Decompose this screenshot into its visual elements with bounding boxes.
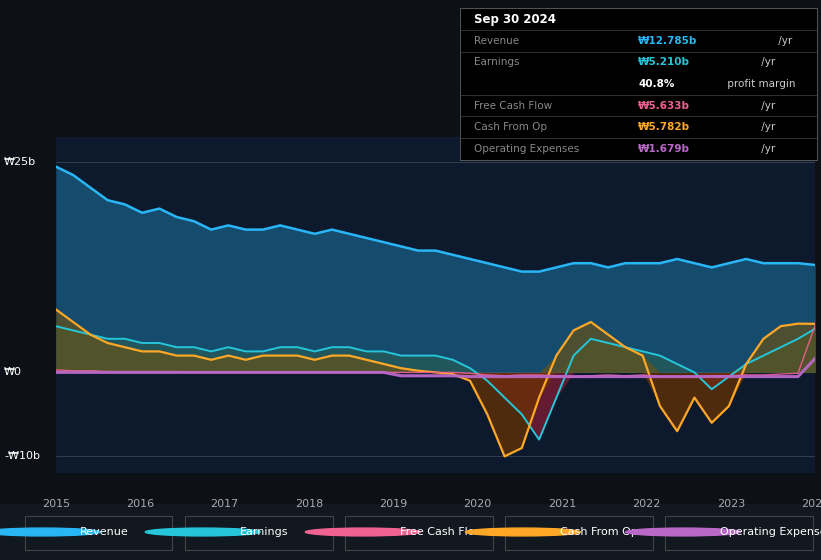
- Text: Revenue: Revenue: [474, 36, 519, 46]
- Circle shape: [626, 528, 741, 536]
- Circle shape: [145, 528, 260, 536]
- Circle shape: [305, 528, 420, 536]
- Text: /yr: /yr: [759, 144, 776, 154]
- Text: 2020: 2020: [464, 499, 492, 509]
- Circle shape: [0, 528, 100, 536]
- Text: /yr: /yr: [759, 122, 776, 132]
- Text: 2023: 2023: [717, 499, 745, 509]
- Text: ₩1.679b: ₩1.679b: [639, 144, 690, 154]
- Text: Operating Expenses: Operating Expenses: [720, 527, 821, 537]
- Text: ₩0: ₩0: [4, 367, 22, 377]
- Text: Free Cash Flow: Free Cash Flow: [400, 527, 484, 537]
- Text: Cash From Op: Cash From Op: [560, 527, 638, 537]
- Text: ₩5.633b: ₩5.633b: [639, 101, 690, 111]
- Text: Sep 30 2024: Sep 30 2024: [474, 13, 556, 26]
- Text: -₩10b: -₩10b: [4, 451, 40, 461]
- Text: 2019: 2019: [379, 499, 407, 509]
- Text: 2015: 2015: [42, 499, 70, 509]
- Circle shape: [466, 528, 580, 536]
- Text: ₩12.785b: ₩12.785b: [639, 36, 698, 46]
- Text: /yr: /yr: [759, 58, 776, 67]
- Text: Revenue: Revenue: [80, 527, 128, 537]
- Text: profit margin: profit margin: [724, 79, 796, 89]
- Text: ₩25b: ₩25b: [4, 157, 36, 167]
- Text: 2021: 2021: [548, 499, 576, 509]
- Text: Cash From Op: Cash From Op: [474, 122, 547, 132]
- Text: /yr: /yr: [759, 101, 776, 111]
- Text: Earnings: Earnings: [474, 58, 520, 67]
- Text: 2017: 2017: [210, 499, 239, 509]
- Text: 2016: 2016: [126, 499, 154, 509]
- Text: /yr: /yr: [776, 36, 793, 46]
- Text: ₩5.210b: ₩5.210b: [639, 58, 690, 67]
- Text: 2018: 2018: [295, 499, 323, 509]
- Text: 2022: 2022: [632, 499, 661, 509]
- Text: Free Cash Flow: Free Cash Flow: [474, 101, 553, 111]
- Text: Earnings: Earnings: [240, 527, 288, 537]
- Text: 2024: 2024: [801, 499, 821, 509]
- Text: ₩5.782b: ₩5.782b: [639, 122, 690, 132]
- Text: Operating Expenses: Operating Expenses: [474, 144, 580, 154]
- Text: 40.8%: 40.8%: [639, 79, 675, 89]
